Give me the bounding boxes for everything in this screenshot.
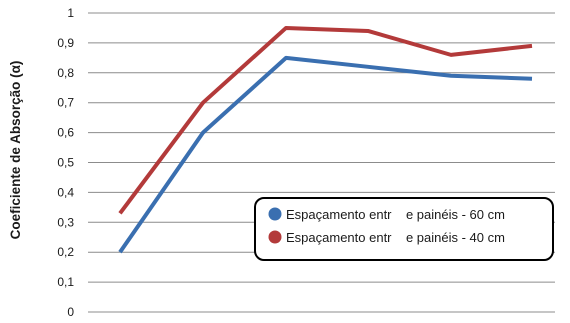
- y-tick-label: 0,1: [57, 275, 74, 289]
- legend-box: [254, 197, 554, 261]
- legend-label-40cm: Espaçamento entr e painéis - 40 cm: [286, 230, 505, 245]
- series-lines: [118, 25, 533, 254]
- y-tick-label: 0: [67, 305, 74, 319]
- series-line-1: [118, 25, 533, 215]
- y-tick-label: 0,9: [57, 36, 74, 50]
- y-axis-label: Coeficiente de Absorção (α): [8, 61, 23, 240]
- series-line-0: [118, 55, 533, 254]
- y-tick-label: 0,4: [57, 185, 74, 199]
- y-tick-label: 0,7: [57, 96, 74, 110]
- y-axis-ticks: 0 0,1 0,2 0,3 0,4 0,5 0,6 0,7 0,8 0,9 1: [57, 6, 74, 319]
- legend-label-60cm: Espaçamento entr e painéis - 60 cm: [286, 207, 505, 222]
- grid-lines: [88, 12, 555, 313]
- y-tick-label: 0,5: [57, 156, 74, 170]
- y-tick-label: 0,8: [57, 66, 74, 80]
- legend-item-40cm: Espaçamento entr e painéis - 40 cm: [268, 230, 505, 245]
- legend: Espaçamento entr e painéis - 60 cm Espaç…: [254, 197, 554, 261]
- legend-item-60cm: Espaçamento entr e painéis - 60 cm: [268, 207, 505, 222]
- legend-marker-60cm: [268, 207, 282, 221]
- y-tick-label: 1: [67, 6, 74, 20]
- legend-marker-40cm: [268, 230, 282, 244]
- y-tick-label: 0,2: [57, 245, 74, 259]
- y-tick-label: 0,6: [57, 126, 74, 140]
- y-tick-label: 0,3: [57, 215, 74, 229]
